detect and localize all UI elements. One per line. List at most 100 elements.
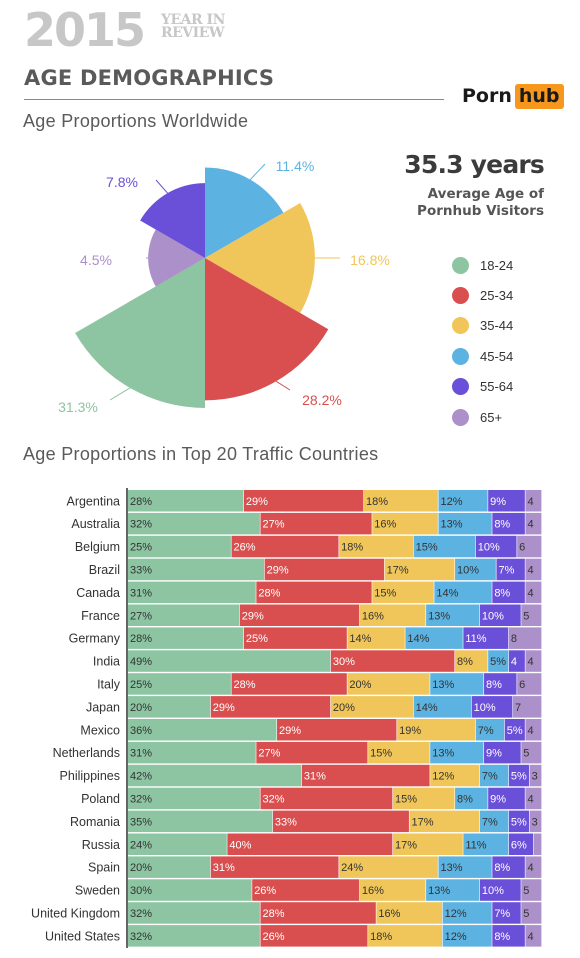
country-label: India — [93, 655, 120, 669]
bar-segment-45-54 — [442, 902, 492, 924]
bar-data-label: 5 — [523, 748, 529, 760]
bar-segment-55-64 — [488, 787, 525, 810]
bar-data-label: 27% — [258, 748, 280, 760]
bar-data-label: 25% — [130, 679, 152, 691]
bar-segment-45-54 — [413, 535, 476, 558]
bar-segment-65+ — [513, 696, 542, 718]
country-label: Netherlands — [53, 746, 120, 760]
bar-data-label: 6 — [519, 679, 525, 691]
bar-segment-18-24 — [128, 581, 256, 604]
bar-segment-18-24 — [128, 856, 211, 878]
bar-segment-35-44 — [392, 833, 463, 855]
bar-segment-55-64 — [492, 581, 525, 604]
bar-data-label: 14% — [436, 587, 458, 599]
bar-segment-25-34 — [330, 650, 455, 672]
bar-segment-55-64 — [479, 604, 521, 626]
bar-segment-45-54 — [479, 810, 509, 833]
bar-data-label: 49% — [130, 656, 152, 668]
legend-label: 45-54 — [480, 348, 514, 364]
bar-data-label: 31% — [130, 587, 152, 599]
bar-segment-18-24 — [128, 650, 331, 672]
legend-item: 18-24 — [452, 250, 513, 280]
bar-segment-45-54 — [455, 787, 488, 810]
bar-segment-65+ — [508, 627, 542, 649]
bar-data-label: 13% — [428, 610, 450, 622]
pie-label-18-24: 31.3% — [58, 399, 98, 415]
year-in-review-label: YEAR IN REVIEW — [161, 12, 225, 41]
bar-segment-65+ — [525, 787, 542, 810]
bar-segment-25-34 — [260, 787, 393, 810]
bar-data-label: 35% — [130, 816, 152, 828]
bar-segment-35-44 — [376, 902, 443, 924]
pie-leader-line — [275, 380, 291, 391]
bar-data-label: 18% — [366, 496, 388, 508]
bar-segment-45-54 — [405, 627, 463, 649]
bar-data-label: 8 — [511, 633, 517, 645]
bar-data-label: 3 — [532, 816, 538, 828]
pie-slice-65+ — [148, 229, 205, 287]
bar-segment-18-24 — [128, 604, 240, 626]
bar-segment-55-64 — [471, 696, 513, 718]
bar-data-label: 24% — [341, 862, 363, 874]
country-label: Australia — [71, 517, 120, 531]
bar-segment-55-64 — [508, 833, 534, 855]
bar-data-label: 7 — [515, 702, 521, 714]
bar-data-label: 14% — [349, 633, 371, 645]
bar-data-label: 28% — [130, 496, 152, 508]
bar-data-label: 30% — [333, 656, 355, 668]
bar-data-label: 13% — [428, 885, 450, 897]
bar-segment-65+ — [525, 650, 542, 672]
bar-data-label: 6% — [511, 839, 527, 851]
bar-data-label: 30% — [130, 885, 152, 897]
bar-segment-25-34 — [252, 879, 360, 901]
pie-slice-18-24 — [75, 258, 205, 408]
bar-data-label: 15% — [374, 587, 396, 599]
bar-segment-18-24 — [128, 490, 244, 512]
bar-data-label: 8% — [457, 793, 473, 805]
bar-data-label: 7% — [482, 816, 498, 828]
bar-data-label: 9% — [486, 748, 502, 760]
bar-segment-25-34 — [231, 535, 339, 558]
bar-segment-55-64 — [475, 535, 517, 558]
bar-segment-18-24 — [128, 696, 211, 718]
logo-text-hub: hub — [514, 83, 564, 109]
bar-segment-18-24 — [128, 833, 227, 855]
bar-data-label: 12% — [441, 496, 463, 508]
bar-data-label: 16% — [378, 908, 400, 920]
bar-segment-25-34 — [210, 696, 331, 718]
legend-item: 35-44 — [452, 311, 513, 341]
bar-segment-65+ — [525, 719, 542, 741]
bar-segment-55-64 — [508, 764, 529, 787]
legend-swatch — [452, 287, 469, 305]
header: 2015 YEAR IN REVIEW AGE DEMOGRAPHICS Por… — [24, 6, 564, 109]
bar-data-label: 29% — [246, 496, 268, 508]
bar-data-label: 25% — [246, 633, 268, 645]
bar-data-label: 40% — [229, 839, 251, 851]
bar-segment-35-44 — [359, 604, 426, 626]
bar-segment-35-44 — [409, 810, 480, 833]
bar-data-label: 12% — [445, 908, 467, 920]
bar-segment-45-54 — [438, 512, 492, 535]
bar-segment-55-64 — [492, 856, 525, 878]
pie-label-25-34: 28.2% — [302, 392, 342, 408]
bar-segment-65+ — [521, 902, 542, 924]
bar-segment-65+ — [525, 856, 542, 878]
pie-slice-55-64 — [140, 183, 205, 258]
bar-segment-18-24 — [128, 925, 260, 947]
bar-segment-55-64 — [504, 719, 525, 741]
average-age-value: 35.3 years — [404, 150, 545, 179]
pie-leader-line — [109, 387, 131, 401]
pornhub-logo: Porn hub — [462, 81, 564, 111]
bar-segment-35-44 — [372, 512, 438, 535]
country-label: Brazil — [89, 563, 120, 577]
bar-data-label: 29% — [213, 702, 235, 714]
bar-data-label: 19% — [399, 725, 421, 737]
bar-data-label: 26% — [234, 542, 256, 554]
country-label: United Kingdom — [31, 906, 120, 920]
legend-label: 35-44 — [480, 318, 514, 334]
bar-segment-45-54 — [413, 696, 472, 718]
bar-segment-25-34 — [256, 741, 368, 764]
bar-segment-35-44 — [430, 764, 480, 787]
bar-data-label: 15% — [416, 542, 438, 554]
legend-label: 18-24 — [480, 257, 514, 273]
